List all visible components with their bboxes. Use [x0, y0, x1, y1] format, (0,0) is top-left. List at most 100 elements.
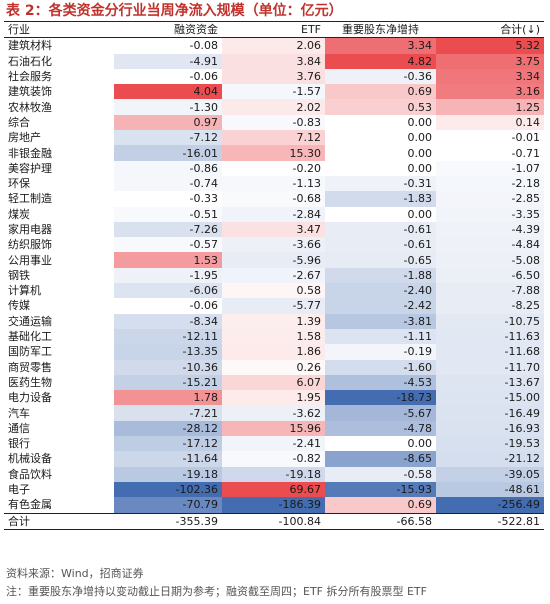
- cell-total: 3.34: [436, 68, 544, 85]
- cell-major-shareholder: -18.73: [325, 390, 436, 406]
- cell-total: -16.49: [436, 405, 544, 421]
- cell-industry: 计算机: [8, 284, 41, 298]
- cell-major-shareholder: 4.82: [325, 53, 436, 69]
- cell-total: 1.25: [436, 99, 544, 115]
- cell-margin-funds: -0.08: [189, 39, 218, 53]
- cell-major-shareholder: 0.00: [407, 131, 433, 145]
- cell-major-shareholder: -0.36: [325, 68, 436, 85]
- cell-industry: 通信: [8, 421, 30, 435]
- cell-industry: 机械设备: [8, 452, 52, 466]
- cell-margin-funds: -0.33: [189, 192, 218, 206]
- total-label: 合计: [4, 512, 114, 530]
- cell-major-shareholder: -1.88: [325, 267, 436, 284]
- table-row: 建筑材料 -0.08 2.06 3.34 5.32: [4, 37, 544, 54]
- cell-etf: 3.84: [222, 53, 325, 69]
- table-row: 钢铁 -1.95 -2.67 -1.88 -6.50: [4, 267, 544, 284]
- table-row: 基础化工 -12.11 1.58 -1.11 -11.63: [4, 328, 544, 345]
- cell-total: -1.07: [436, 161, 544, 176]
- cell-margin-funds: -6.06: [114, 283, 222, 299]
- cell-total: -4.39: [436, 221, 544, 238]
- cell-etf: -1.57: [222, 84, 325, 100]
- table-row: 农林牧渔 -1.30 2.02 0.53 1.25: [4, 99, 544, 115]
- footnote: 注：重要股东净增持以变动截止日期为参考；融资截至周四；ETF 拆分所有股票型 E…: [6, 585, 427, 598]
- total-row: 合计 -355.39 -100.84 -66.58 -522.81: [4, 512, 544, 530]
- cell-total: -2.85: [436, 191, 544, 207]
- cell-industry: 传媒: [8, 299, 30, 313]
- cell-major-shareholder: -4.53: [325, 374, 436, 391]
- cell-major-shareholder: -0.31: [325, 175, 436, 192]
- cell-margin-funds: -10.36: [114, 359, 222, 375]
- cell-major-shareholder: 3.34: [325, 37, 436, 54]
- table-row: 交通运输 -8.34 1.39 -3.81 -10.75: [4, 313, 544, 329]
- cell-total: -3.35: [436, 206, 544, 222]
- cell-margin-funds: -13.35: [114, 344, 222, 360]
- cell-major-shareholder: -3.81: [325, 313, 436, 329]
- cell-industry: 电力设备: [8, 391, 52, 405]
- cell-margin-funds: -0.57: [114, 237, 222, 253]
- cell-etf: -1.13: [222, 175, 325, 192]
- table-header-row: 行业 融资资金 ETF 重要股东净增持 合计(↓): [4, 20, 544, 39]
- cell-major-shareholder: 0.53: [325, 99, 436, 115]
- cell-etf: 6.07: [222, 374, 325, 391]
- cell-industry: 公用事业: [8, 253, 52, 267]
- table-row: 纺织服饰 -0.57 -3.66 -0.61 -4.84: [4, 237, 544, 253]
- cell-industry: 有色金属: [8, 498, 52, 512]
- table-row: 电力设备 1.78 1.95 -18.73 -15.00: [4, 390, 544, 406]
- table-title: 表 2：各类资金分行业当周净流入规模（单位：亿元）: [6, 3, 343, 19]
- cell-industry: 银行: [8, 437, 30, 451]
- cell-major-shareholder: 0.69: [325, 497, 436, 513]
- cell-margin-funds: -70.79: [114, 497, 222, 513]
- cell-etf: 2.02: [222, 99, 325, 115]
- header-margin-funds: 融资资金: [114, 20, 222, 39]
- cell-industry: 汽车: [8, 406, 30, 420]
- cell-major-shareholder: -15.93: [325, 481, 436, 498]
- cell-margin-funds: -1.30: [114, 99, 222, 115]
- table-row: 汽车 -7.21 -3.62 -5.67 -16.49: [4, 405, 544, 421]
- cell-total: -8.25: [436, 298, 544, 314]
- table-row: 机械设备 -11.64 -0.82 -8.65 -21.12: [4, 451, 544, 467]
- cell-etf: 69.67: [222, 481, 325, 498]
- total-major-shareholder: -66.58: [325, 512, 436, 530]
- cell-major-shareholder: 0.00: [407, 146, 433, 160]
- table-row: 环保 -0.74 -1.13 -0.31 -2.18: [4, 175, 544, 192]
- cell-etf: 1.86: [222, 344, 325, 360]
- cell-industry: 医药生物: [8, 375, 52, 389]
- cell-margin-funds: 4.04: [114, 84, 222, 100]
- cell-total: -11.68: [436, 344, 544, 360]
- cell-etf: -3.62: [222, 405, 325, 421]
- cell-etf: -2.67: [222, 267, 325, 284]
- table-row: 煤炭 -0.51 -2.84 0.00 -3.35: [4, 206, 544, 222]
- cell-major-shareholder: -1.60: [325, 359, 436, 375]
- cell-total: -7.88: [436, 283, 544, 299]
- cell-total: -4.84: [436, 237, 544, 253]
- cell-total: -2.18: [436, 175, 544, 192]
- table-row: 医药生物 -15.21 6.07 -4.53 -13.67: [4, 374, 544, 391]
- cell-total: -13.67: [436, 374, 544, 391]
- cell-industry: 电子: [8, 483, 30, 497]
- cell-margin-funds: -12.11: [114, 328, 222, 345]
- cell-total: -11.70: [436, 359, 544, 375]
- cell-total: -6.50: [436, 267, 544, 284]
- cell-total: -39.05: [436, 466, 544, 482]
- header-major-shareholder: 重要股东净增持: [325, 20, 436, 39]
- cell-margin-funds: -17.12: [114, 436, 222, 452]
- cell-total: 3.16: [436, 84, 544, 100]
- cell-industry: 商贸零售: [8, 360, 52, 374]
- cell-margin-funds: -8.34: [114, 313, 222, 329]
- cell-etf: -2.41: [222, 436, 325, 452]
- header-etf: ETF: [222, 20, 325, 39]
- table-row: 电子 -102.36 69.67 -15.93 -48.61: [4, 481, 544, 498]
- cell-margin-funds: -0.74: [114, 175, 222, 192]
- table-row: 商贸零售 -10.36 0.26 -1.60 -11.70: [4, 359, 544, 375]
- cell-industry: 轻工制造: [8, 192, 52, 206]
- cell-major-shareholder: -5.67: [325, 405, 436, 421]
- cell-major-shareholder: -8.65: [325, 451, 436, 467]
- cell-etf: 3.76: [222, 68, 325, 85]
- cell-etf: -5.96: [222, 252, 325, 268]
- table-row: 通信 -28.12 15.96 -4.78 -16.93: [4, 420, 544, 437]
- table-row: 美容护理 -0.86 -0.20 0.00 -1.07: [4, 160, 544, 176]
- cell-etf: -19.18: [222, 466, 325, 482]
- cell-margin-funds: -7.12: [114, 130, 222, 146]
- total-sum: -522.81: [436, 512, 544, 530]
- cell-etf: -2.84: [222, 206, 325, 222]
